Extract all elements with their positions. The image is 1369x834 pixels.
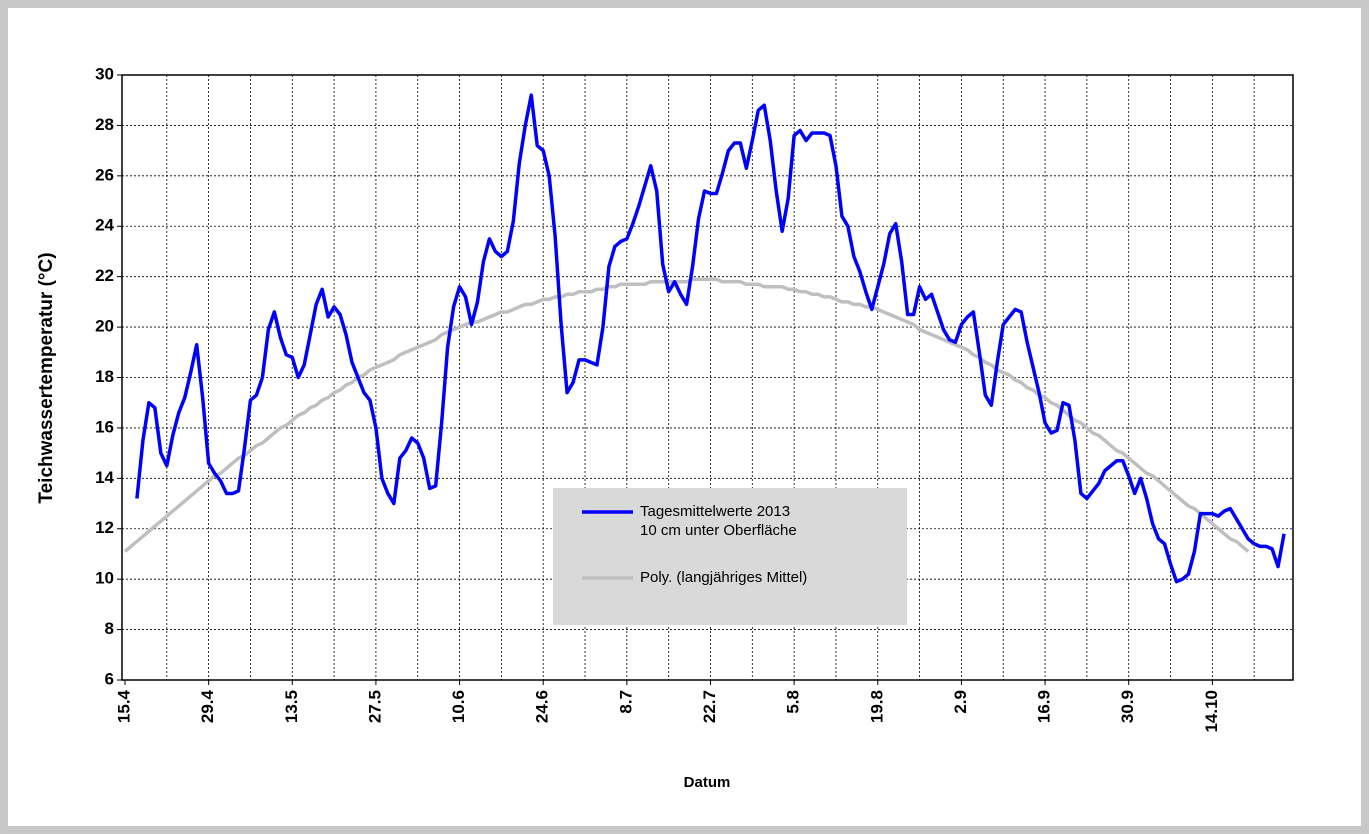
x-axis-title: Datum <box>684 774 731 791</box>
x-tick-label: 16.9 <box>1035 690 1054 723</box>
x-tick-label: 29.4 <box>198 689 217 723</box>
x-tick-label: 13.5 <box>282 690 301 723</box>
plot-border <box>121 74 1294 681</box>
y-tick-label: 16 <box>95 417 114 436</box>
x-tick-label: 22.7 <box>700 690 719 723</box>
y-tick-label: 24 <box>95 216 114 235</box>
x-tick-label: 10.6 <box>449 690 468 723</box>
y-axis-title: Teichwassertemperatur (°C) <box>36 252 57 503</box>
x-tick-label: 19.8 <box>867 690 886 723</box>
series-line <box>135 93 1286 584</box>
y-tick-label: 18 <box>95 367 114 386</box>
x-tick-label: 15.4 <box>114 689 133 723</box>
legend-label: Tagesmittelwerte 2013 10 cm unter Oberfl… <box>640 503 797 539</box>
x-tick-label: 5.8 <box>784 690 803 714</box>
legend-label: Poly. (langjähriges Mittel) <box>640 569 808 586</box>
legend <box>582 510 633 580</box>
y-tick-label: 8 <box>105 619 114 638</box>
lines <box>123 93 1286 584</box>
x-tick-label: 8.7 <box>616 690 635 714</box>
y-tick-label: 28 <box>95 115 114 134</box>
x-tick-label: 27.5 <box>365 690 384 723</box>
y-tick-label: 22 <box>95 266 114 285</box>
y-tick-label: 6 <box>105 669 114 688</box>
y-tick-label: 20 <box>95 317 114 336</box>
x-tick-label: 2.9 <box>951 690 970 714</box>
y-tick-label: 26 <box>95 165 114 184</box>
x-tick-label: 30.9 <box>1118 690 1137 723</box>
y-tick-label: 14 <box>95 468 114 487</box>
y-tick-label: 30 <box>95 64 114 83</box>
x-tick-label: 24.6 <box>533 690 552 723</box>
y-tick-label: 10 <box>95 569 114 588</box>
x-tick-label: 14.10 <box>1202 690 1221 733</box>
y-tick-label: 12 <box>95 518 114 537</box>
